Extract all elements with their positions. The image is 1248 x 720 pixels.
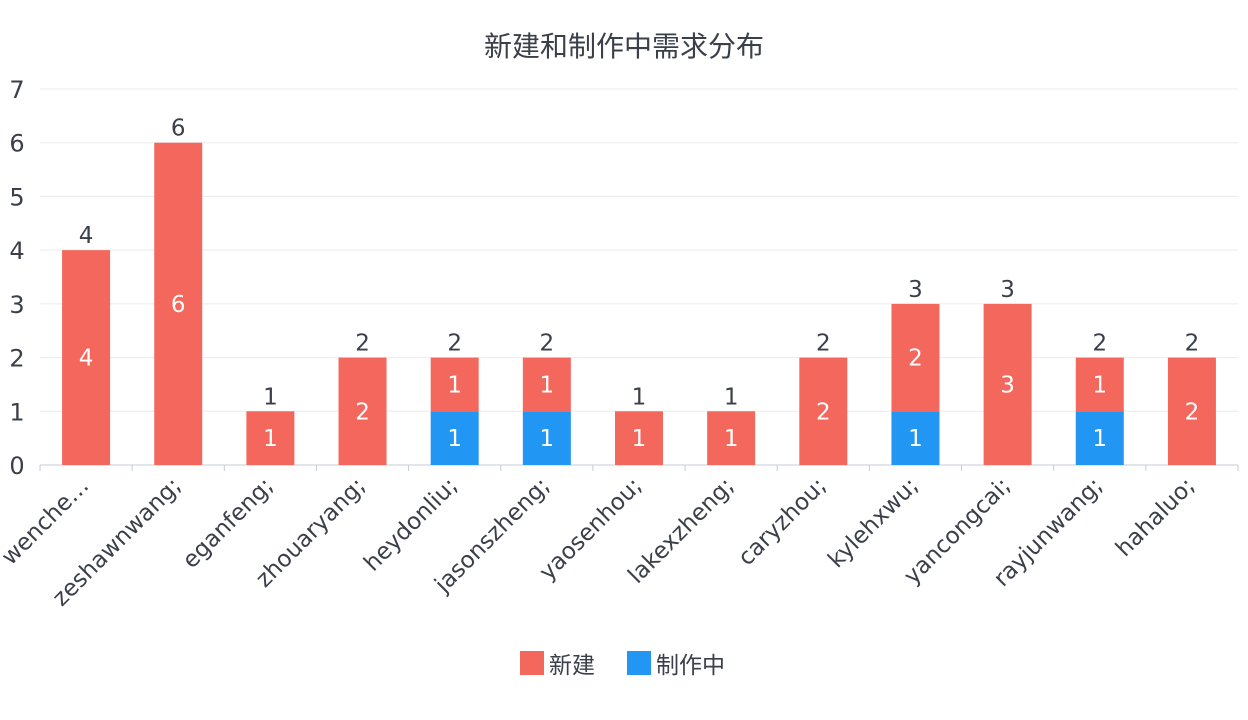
bar-total-label: 2 [355,331,370,357]
bar-segment[interactable] [983,303,1032,465]
legend-swatch [520,651,544,675]
bar-total-label: 4 [79,223,94,249]
legend-label: 新建 [549,653,595,679]
bar-value-label: 1 [447,426,462,452]
x-tick-label: hahaluo; [1111,473,1200,562]
y-tick-label: 3 [9,291,24,319]
bar-total-label: 2 [1185,331,1200,357]
bar-segment[interactable] [522,357,571,412]
bar-value-label: 1 [540,372,555,398]
x-tick-label: caryzhou; [733,473,831,571]
legend-swatch [627,651,651,675]
bar-segment[interactable] [522,411,571,465]
bar-segment[interactable] [891,303,940,412]
bar-segment[interactable] [1167,357,1216,465]
y-tick-label: 6 [9,130,24,158]
bars [62,142,1216,465]
bar-value-label: 1 [1092,426,1107,452]
bar-value-label: 6 [171,292,186,318]
x-tick-label: wenche… [0,473,94,571]
bar-segment[interactable] [1075,357,1124,412]
bar-segment[interactable] [891,411,940,465]
bar-value-label: 1 [540,426,555,452]
bar-total-label: 3 [908,277,923,303]
bar-value-label: 2 [816,399,831,425]
bar-total-label: 3 [1000,277,1015,303]
bar-total-label: 1 [724,384,739,410]
legend-item[interactable]: 制作中 [627,651,725,679]
bar-total-label: 1 [263,384,278,410]
bar-segment[interactable] [338,357,387,465]
y-tick-label: 2 [9,345,24,373]
x-tick-label: eganfeng; [178,473,279,574]
legend-item[interactable]: 新建 [520,651,595,679]
bar-total-label: 2 [447,331,462,357]
bar-total-label: 2 [816,331,831,357]
bar-segment[interactable] [430,411,479,465]
bar-value-label: 1 [263,426,278,452]
bar-segment[interactable] [615,411,663,465]
bar-value-label: 1 [908,426,923,452]
bar-value-label: 1 [1092,372,1107,398]
bar-segment[interactable] [799,357,848,465]
bar-total-label: 2 [540,331,555,357]
x-tick-label: kylehxwu; [823,473,923,573]
bar-total-label: 6 [171,116,186,142]
legend-label: 制作中 [656,653,725,679]
data-labels: 4 4 6 6 1 1 2 2 1 1 2 1 1 2 1 1 1 1 2 2 1 2 3 3 3 1 1 2 2 2 [79,116,1199,452]
y-tick-label: 0 [9,452,24,480]
bar-value-label: 4 [79,346,94,372]
y-tick-label: 5 [9,183,24,211]
legend: 新建 制作中 [520,651,725,679]
bar-segment[interactable] [1075,411,1124,465]
y-tick-label: 7 [9,76,24,104]
bar-value-label: 1 [447,372,462,398]
y-tick-label: 4 [9,237,24,265]
bar-value-label: 1 [724,426,739,452]
bar-value-label: 1 [632,426,647,452]
bar-value-label: 2 [1185,399,1200,425]
chart-title: 新建和制作中需求分布 [484,30,764,63]
grid-lines [40,88,1238,412]
bar-value-label: 3 [1000,372,1015,398]
y-tick-label: 1 [9,398,24,426]
bar-segment[interactable] [154,142,203,465]
bar-total-label: 2 [1092,331,1107,357]
bar-segment[interactable] [707,411,756,465]
bar-segment[interactable] [62,250,111,465]
bar-value-label: 2 [908,346,923,372]
bar-segment[interactable] [430,357,479,412]
bar-segment[interactable] [246,411,295,465]
bar-total-label: 1 [632,384,647,410]
bar-value-label: 2 [355,399,370,425]
